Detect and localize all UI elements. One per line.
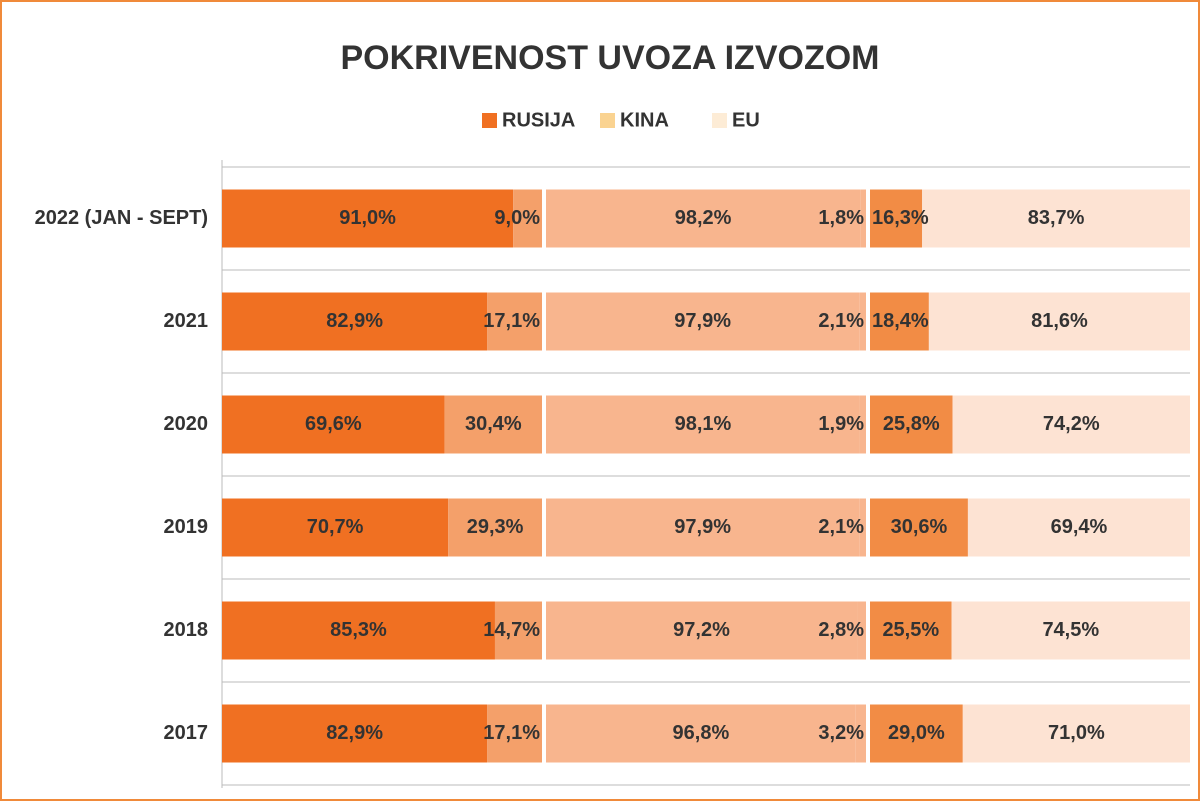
- data-label: 97,2%: [673, 619, 730, 641]
- bar-segment: [855, 704, 866, 763]
- data-label: 29,3%: [467, 516, 524, 538]
- data-label: 2,1%: [818, 516, 864, 538]
- data-label: 91,0%: [339, 207, 396, 229]
- data-label: 30,6%: [891, 516, 948, 538]
- bar-segment: [494, 601, 542, 660]
- data-label: 25,5%: [882, 619, 939, 641]
- data-label: 81,6%: [1031, 310, 1088, 332]
- y-tick-label: 2020: [164, 413, 209, 435]
- data-label: 2,8%: [818, 619, 864, 641]
- bar-segment: [546, 498, 860, 557]
- data-label: 9,0%: [494, 207, 540, 229]
- data-label: 98,1%: [675, 413, 732, 435]
- bar-segment: [857, 601, 866, 660]
- y-tick-label: 2017: [164, 722, 209, 744]
- legend-label: EU: [732, 109, 760, 131]
- y-tick-label: 2021: [164, 310, 209, 332]
- data-label: 18,4%: [872, 310, 929, 332]
- data-label: 3,2%: [818, 722, 864, 744]
- y-tick-label: 2022 (JAN - SEPT): [35, 207, 208, 229]
- data-label: 82,9%: [326, 722, 383, 744]
- data-label: 30,4%: [465, 413, 522, 435]
- data-label: 69,6%: [305, 413, 362, 435]
- legend-swatch: [712, 113, 727, 128]
- bar-segment: [870, 498, 968, 557]
- legend-label: RUSIJA: [502, 109, 575, 131]
- data-label: 83,7%: [1028, 207, 1085, 229]
- bar-segment: [922, 189, 1190, 248]
- bar-segment: [870, 601, 952, 660]
- bar-segment: [870, 704, 963, 763]
- bar-segment: [859, 395, 866, 454]
- bar-segment: [448, 498, 542, 557]
- data-label: 29,0%: [888, 722, 945, 744]
- chart-title: POKRIVENOST UVOZA IZVOZOM: [341, 39, 880, 77]
- data-label: 70,7%: [307, 516, 364, 538]
- bar-segment: [513, 189, 542, 248]
- data-label: 14,7%: [483, 619, 540, 641]
- bar-segment: [222, 498, 449, 557]
- data-label: 97,9%: [674, 310, 731, 332]
- legend-swatch: [482, 113, 497, 128]
- data-label: 25,8%: [883, 413, 940, 435]
- y-tick-label: 2018: [164, 619, 209, 641]
- bar-segment: [222, 601, 495, 660]
- bar-segment: [546, 704, 856, 763]
- bar-segment: [860, 189, 866, 248]
- bar-segment: [487, 704, 542, 763]
- bar-segment: [546, 395, 860, 454]
- bar-segment: [546, 189, 861, 248]
- legend-label: KINA: [620, 109, 669, 131]
- data-label: 97,9%: [674, 516, 731, 538]
- bar-segment: [444, 395, 542, 454]
- bar-segment: [222, 704, 488, 763]
- bar-segment: [487, 292, 542, 351]
- data-label: 2,1%: [818, 310, 864, 332]
- y-tick-label: 2019: [164, 516, 209, 538]
- data-label: 69,4%: [1051, 516, 1108, 538]
- data-label: 82,9%: [326, 310, 383, 332]
- data-label: 98,2%: [675, 207, 732, 229]
- data-label: 74,2%: [1043, 413, 1100, 435]
- bar-segment: [870, 292, 929, 351]
- data-label: 96,8%: [673, 722, 730, 744]
- bar-segment: [222, 395, 445, 454]
- legend-swatch: [600, 113, 615, 128]
- data-label: 16,3%: [872, 207, 929, 229]
- data-label: 17,1%: [483, 722, 540, 744]
- bar-segment: [546, 292, 860, 351]
- bar-segment: [546, 601, 858, 660]
- bar-segment: [951, 601, 1190, 660]
- bar-segment: [222, 189, 514, 248]
- data-label: 85,3%: [330, 619, 387, 641]
- bar-segment: [859, 292, 866, 351]
- bar-segment: [870, 189, 923, 248]
- bar-segment: [859, 498, 866, 557]
- bar-segment: [928, 292, 1190, 351]
- bar-segment: [870, 395, 953, 454]
- data-label: 17,1%: [483, 310, 540, 332]
- bar-segment: [967, 498, 1190, 557]
- bar-segment: [962, 704, 1190, 763]
- data-label: 1,8%: [818, 207, 864, 229]
- data-label: 1,9%: [818, 413, 864, 435]
- bar-segment: [952, 395, 1190, 454]
- data-label: 71,0%: [1048, 722, 1105, 744]
- data-label: 74,5%: [1042, 619, 1099, 641]
- bar-segment: [222, 292, 488, 351]
